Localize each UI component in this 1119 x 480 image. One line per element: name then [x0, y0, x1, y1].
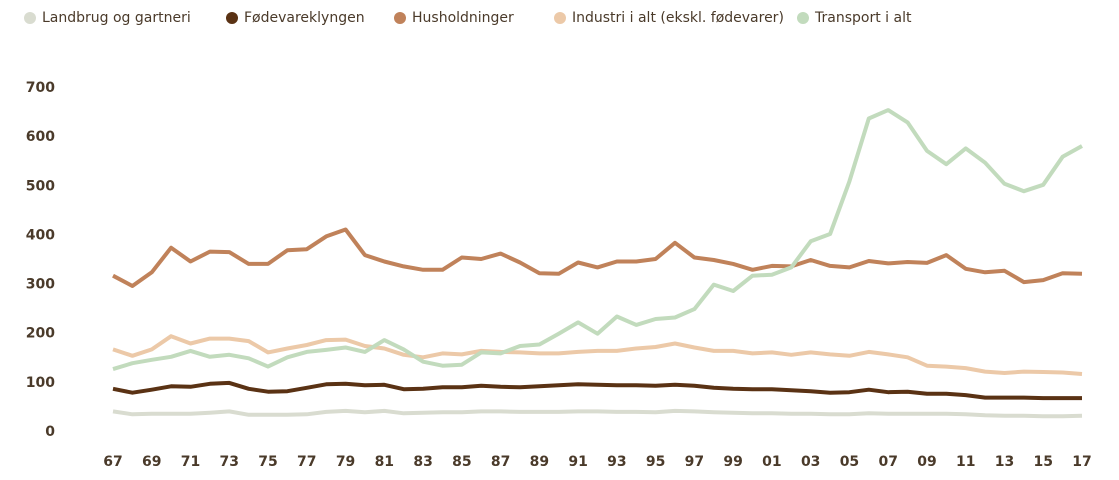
y-tick-label: 700: [26, 80, 55, 96]
legend-marker: [226, 12, 238, 24]
x-tick-label: 93: [607, 454, 626, 470]
y-tick-label: 200: [26, 326, 55, 342]
x-tick-label: 07: [878, 454, 897, 470]
legend-label: Husholdninger: [412, 10, 514, 26]
legend-marker: [797, 12, 809, 24]
x-tick-label: 01: [762, 454, 781, 470]
x-tick-label: 87: [491, 454, 510, 470]
x-tick-label: 91: [568, 454, 587, 470]
series-line: [112, 227, 1083, 288]
x-tick-label: 85: [452, 454, 471, 470]
legend-label: Transport i alt: [814, 10, 912, 26]
legend-label: Industri i alt (ekskl. fødevarer): [572, 10, 784, 26]
series-line: [112, 380, 1082, 401]
x-tick-label: 89: [530, 454, 549, 470]
x-tick-label: 17: [1072, 454, 1091, 470]
series-line: [112, 334, 1083, 376]
y-tick-label: 300: [26, 277, 55, 293]
y-tick-label: 0: [45, 424, 55, 440]
series-line: [112, 408, 1083, 419]
x-tick-label: 67: [103, 454, 122, 470]
x-tick-label: 71: [181, 454, 200, 470]
x-tick-label: 73: [220, 454, 239, 470]
x-tick-label: 95: [646, 454, 665, 470]
legend-marker: [394, 12, 406, 24]
legend-label: Fødevareklyngen: [244, 10, 365, 26]
legend-label: Landbrug og gartneri: [42, 10, 191, 26]
x-tick-label: 81: [375, 454, 394, 470]
x-tick-label: 15: [1033, 454, 1052, 470]
y-tick-label: 500: [26, 178, 55, 194]
x-tick-label: 77: [297, 454, 316, 470]
legend-marker: [24, 12, 36, 24]
y-tick-label: 400: [26, 227, 55, 243]
x-tick-label: 09: [917, 454, 936, 470]
x-tick-label: 79: [336, 454, 355, 470]
x-tick-label: 99: [723, 454, 742, 470]
x-tick-label: 03: [801, 454, 820, 470]
x-tick-label: 69: [142, 454, 161, 470]
x-tick-label: 83: [413, 454, 432, 470]
x-tick-label: 13: [995, 454, 1014, 470]
y-tick-label: 100: [26, 375, 55, 391]
x-tick-label: 05: [840, 454, 859, 470]
legend-marker: [554, 12, 566, 24]
series-line: [112, 108, 1083, 372]
x-tick-label: 11: [956, 454, 975, 470]
x-tick-label: 97: [685, 454, 704, 470]
y-tick-label: 600: [26, 129, 55, 145]
x-tick-label: 75: [258, 454, 277, 470]
